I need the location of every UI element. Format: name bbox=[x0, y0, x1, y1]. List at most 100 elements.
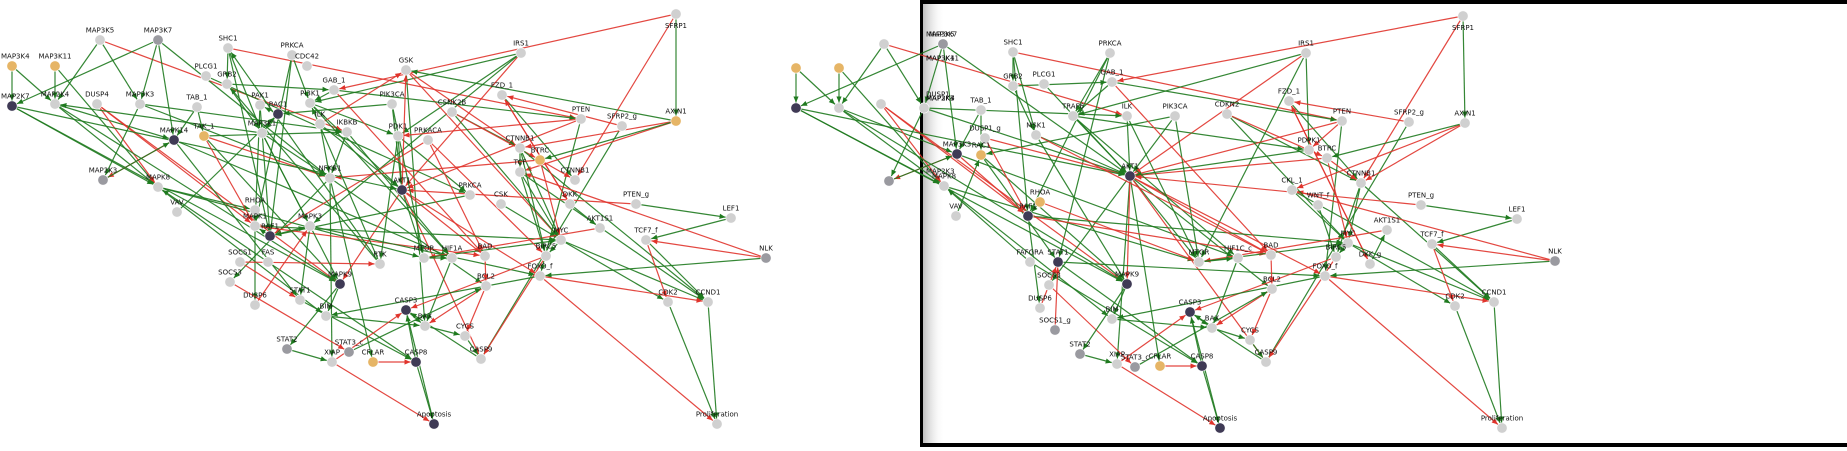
left-node-csk[interactable]: CSK bbox=[494, 191, 508, 210]
left-node-circle-mapk3[interactable] bbox=[304, 220, 316, 232]
left-node-circle-ctnnb1[interactable] bbox=[514, 142, 526, 154]
left-node-tcf7_f[interactable]: TCF7_f bbox=[633, 227, 658, 246]
left-node-raf1[interactable]: RAF1 bbox=[261, 223, 279, 242]
right-node-map3k7[interactable]: MAP3K7 bbox=[929, 31, 958, 50]
right-node-grb2[interactable]: GRB2 bbox=[1003, 73, 1023, 92]
right-node-stat1[interactable]: STAT1 bbox=[1047, 249, 1069, 268]
right-node-circle-axin1[interactable] bbox=[1459, 117, 1471, 129]
left-node-map3k7[interactable]: MAP3K7 bbox=[144, 27, 173, 46]
left-node-prkca[interactable]: PRKCA bbox=[281, 42, 304, 61]
left-node-circle-dusp6[interactable] bbox=[249, 299, 261, 311]
right-node-circle-akt1[interactable] bbox=[1124, 170, 1136, 182]
left-node-circle-axin1[interactable] bbox=[670, 115, 682, 127]
right-node-mtor[interactable]: MTOR bbox=[1189, 249, 1210, 268]
right-node-rac1[interactable]: RAC1 bbox=[972, 142, 991, 161]
left-node-circle-bim[interactable] bbox=[320, 310, 332, 322]
left-node-circle-map3k7[interactable] bbox=[152, 34, 164, 46]
left-node-lef1[interactable]: LEF1 bbox=[723, 205, 740, 224]
left-node-circle-gab_1[interactable] bbox=[328, 84, 340, 96]
left-node-map3k3[interactable]: MAP3K3 bbox=[126, 91, 155, 110]
left-node-cdc42[interactable]: CDC42 bbox=[295, 53, 319, 72]
left-node-circle-plcg1[interactable] bbox=[200, 70, 212, 82]
left-node-mapk3[interactable]: MAPK3 bbox=[298, 213, 322, 232]
left-node-circle-myc[interactable] bbox=[555, 234, 567, 246]
left-node-birc5[interactable]: BIRC5 bbox=[536, 243, 557, 262]
left-node-circle-prkaca[interactable] bbox=[422, 134, 434, 146]
left-node-mapk8[interactable]: MAPK8 bbox=[146, 174, 170, 193]
left-node-rhoa[interactable]: RHOA bbox=[245, 197, 266, 216]
right-node-cdk2[interactable]: CDK2 bbox=[1445, 293, 1465, 312]
left-node-axin1[interactable]: AXIN1 bbox=[665, 108, 687, 127]
left-node-akt1[interactable]: AKT1 bbox=[393, 177, 411, 196]
right-node-circle-stat2[interactable] bbox=[1074, 348, 1086, 360]
right-node-circle-pik3ca[interactable] bbox=[1169, 110, 1181, 122]
left-node-fas[interactable]: FAS bbox=[262, 249, 275, 268]
right-node-sfrp2_g[interactable]: SFRP2_g bbox=[1394, 109, 1424, 128]
right-node-ckl_1[interactable]: CKL_1 bbox=[1281, 177, 1303, 196]
left-node-circle-pten_g[interactable] bbox=[630, 198, 642, 210]
right-node-irs1[interactable]: IRS1 bbox=[1298, 40, 1314, 59]
right-node-circle-socs3[interactable] bbox=[1043, 279, 1055, 291]
right-node-circle-map2k7[interactable] bbox=[790, 102, 802, 114]
right-node-socs1_g[interactable]: SOCS1_g bbox=[1039, 317, 1071, 336]
left-node-ilk[interactable]: ILK bbox=[314, 111, 326, 130]
left-node-circle-ccnd1[interactable] bbox=[702, 296, 714, 308]
right-node-pten_g[interactable]: PTEN_g bbox=[1408, 192, 1434, 211]
left-node-irs1[interactable]: IRS1 bbox=[513, 40, 529, 59]
right-node-circle-nlk[interactable] bbox=[1549, 255, 1561, 267]
right-node-circle-map3k3_b[interactable] bbox=[951, 148, 963, 160]
left-node-circle-pdk1[interactable] bbox=[392, 130, 404, 142]
left-node-circle-tak_1[interactable] bbox=[198, 130, 210, 142]
right-node-prkca[interactable]: PRKCA bbox=[1099, 40, 1122, 59]
left-node-circle-dkk[interactable] bbox=[564, 198, 576, 210]
left-node-mapk1[interactable]: MAPK1 bbox=[243, 213, 267, 232]
left-node-foxo_f[interactable]: FOXO_f bbox=[528, 263, 553, 282]
right-node-map3k11[interactable]: MAP3K11 bbox=[833, 55, 959, 74]
left-node-circle-cycs[interactable] bbox=[459, 330, 471, 342]
right-node-map2k3[interactable]: MAP2K3 bbox=[883, 168, 955, 187]
left-node-circle-pi3k1[interactable] bbox=[304, 97, 316, 109]
right-node-casp9[interactable]: CASP9 bbox=[1255, 349, 1278, 368]
left-node-circle-xiap[interactable] bbox=[326, 356, 338, 368]
left-node-vav[interactable]: VAV bbox=[170, 199, 184, 218]
left-node-circle-pik3ca[interactable] bbox=[386, 98, 398, 110]
right-node-circle-xiap[interactable] bbox=[1111, 358, 1123, 370]
right-node-circle-apoptosis[interactable] bbox=[1214, 422, 1226, 434]
left-node-circle-vav[interactable] bbox=[171, 206, 183, 218]
right-node-circle-btrc[interactable] bbox=[1321, 152, 1333, 164]
left-node-circle-proliferation[interactable] bbox=[711, 418, 723, 430]
right-node-circle-ckl_1[interactable] bbox=[1286, 184, 1298, 196]
right-node-fzd_1[interactable]: FZD_1 bbox=[1278, 88, 1300, 107]
right-node-circle-vav[interactable] bbox=[950, 210, 962, 222]
right-node-circle-sfrp1[interactable] bbox=[1457, 10, 1469, 22]
right-node-raf1[interactable]: RAF1 bbox=[1019, 203, 1037, 222]
left-node-stat3_c[interactable]: STAT3_c bbox=[335, 339, 364, 358]
left-node-rtk[interactable]: RTK bbox=[373, 251, 387, 270]
left-node-myc[interactable]: MYC bbox=[554, 227, 569, 246]
right-node-circle-mapk8[interactable] bbox=[938, 180, 950, 192]
left-node-mapk14[interactable]: MAPK14 bbox=[160, 127, 189, 146]
right-node-msk1[interactable]: MSK1 bbox=[1026, 122, 1046, 141]
left-node-bax[interactable]: BAX bbox=[418, 313, 433, 332]
right-node-circle-bax[interactable] bbox=[1206, 322, 1218, 334]
left-node-circle-birc5[interactable] bbox=[540, 250, 552, 262]
right-node-rhoa[interactable]: RHOA bbox=[1030, 189, 1051, 208]
right-node-circle-grb2[interactable] bbox=[1007, 80, 1019, 92]
right-node-gab_1[interactable]: GAB_1 bbox=[1101, 69, 1124, 88]
right-node-circle-akt1s1[interactable] bbox=[1381, 224, 1393, 236]
left-node-apoptosis[interactable]: Apoptosis bbox=[417, 411, 452, 430]
right-node-map3k4[interactable]: MAP3K4 bbox=[790, 55, 955, 74]
right-node-circle-msk1[interactable] bbox=[1030, 129, 1042, 141]
left-node-circle-dusp4[interactable] bbox=[91, 98, 103, 110]
right-node-pdpk1[interactable]: PDPK1 bbox=[1298, 137, 1321, 156]
right-node-dusp6[interactable]: DUSP6 bbox=[1028, 295, 1052, 314]
left-node-circle-raf1[interactable] bbox=[264, 230, 276, 242]
left-node-grb2[interactable]: GRB2 bbox=[217, 71, 237, 90]
left-node-gab_1[interactable]: GAB_1 bbox=[323, 77, 346, 96]
right-node-circle-ctnnb1[interactable] bbox=[1355, 177, 1367, 189]
left-node-circle-mapk8[interactable] bbox=[152, 181, 164, 193]
right-node-dusp1[interactable]: DUSP1 bbox=[875, 91, 950, 110]
left-node-circle-mapk14[interactable] bbox=[168, 134, 180, 146]
right-node-circle-cdkn2[interactable] bbox=[1221, 108, 1233, 120]
left-node-pik3ca[interactable]: PIK3CA bbox=[379, 91, 405, 110]
